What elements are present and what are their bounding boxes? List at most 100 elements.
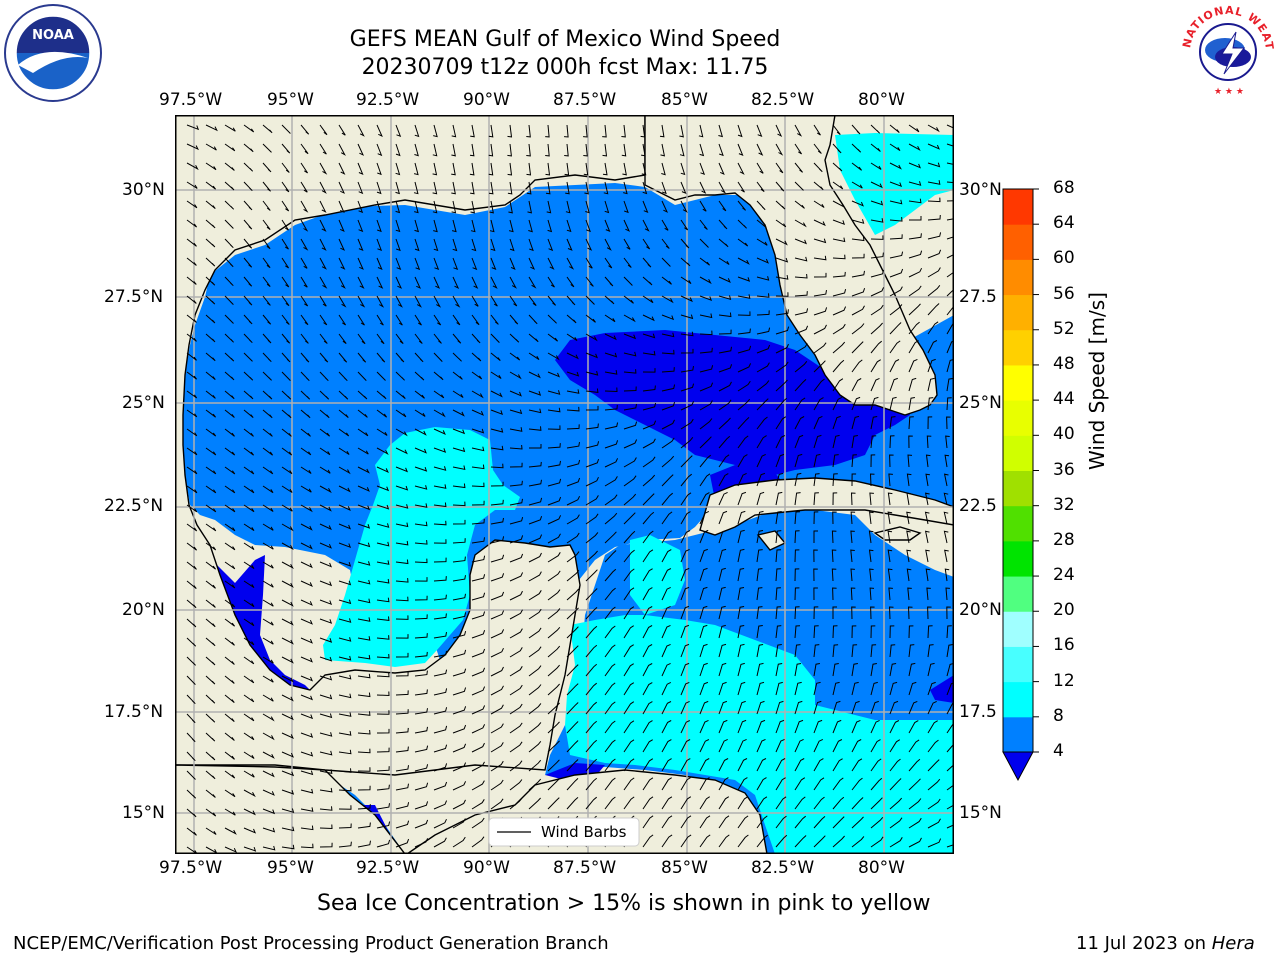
wind-barb [737,643,745,658]
wind-barb [528,371,541,379]
wind-barb [376,560,390,565]
wind-barb [547,478,562,487]
wind-barb [262,143,272,153]
lat-tick-right: 20°N [959,600,1002,620]
wind-barb [661,701,672,715]
wind-barb [813,777,825,791]
wind-barb [945,435,950,449]
wind-barb [186,656,196,666]
colorbar-tick-label: 44 [1053,389,1075,410]
lon-tick-top: 97.5°W [159,90,223,110]
wind-barb [737,681,746,696]
wind-barb [376,616,390,621]
wind-barb [699,473,711,487]
wind-barb [870,435,877,449]
wind-barb [659,124,665,138]
wind-barb [414,276,421,289]
wind-barb [889,322,902,335]
wind-barb [775,292,789,297]
wind-barb [794,325,809,335]
wind-barb [471,705,486,715]
wind-barb [794,124,803,137]
wind-barb [756,644,764,658]
wind-barb [319,618,333,624]
wind-barb [851,288,866,297]
wind-barb [566,424,580,430]
wind-barb [281,618,294,626]
cyan-zone-bay-of-campeche [323,427,520,667]
wind-barb [944,568,950,582]
wind-barb [851,236,865,242]
wind-barb [851,700,860,715]
wind-barb [737,454,748,468]
calm-zone-caribbean-east [930,675,954,703]
wind-barb [357,485,370,492]
wind-barb [395,709,409,715]
wind-barb [604,625,616,639]
wind-barb [224,162,235,171]
wind-barb [547,515,562,525]
wind-barb [205,770,216,780]
wind-barb [395,276,403,289]
wind-barb [718,219,728,230]
wind-barb [281,162,290,173]
wind-barb [679,124,684,138]
wind-barb [205,523,217,532]
wind-barb [944,454,950,468]
wind-barb [471,742,485,753]
wind-barb [547,443,561,449]
wind-barb [908,340,919,354]
wind-barb [832,454,839,468]
wind-barb [262,333,272,344]
wind-barb [623,369,637,374]
wind-barb [870,681,878,696]
wind-barb [927,321,939,335]
wind-barb [186,485,198,494]
wind-barb [925,473,930,487]
wind-barb [205,751,216,761]
wind-barb [490,536,505,544]
colorbar-tick-label: 16 [1053,635,1075,656]
wind-barb [832,758,843,772]
wind-barb [642,682,653,696]
legend-label: Wind Barbs [541,823,627,841]
wind-barb [813,568,818,582]
wind-barb [924,511,930,525]
wind-barb [718,529,727,544]
wind-barb [319,637,333,643]
wind-barb [869,492,874,506]
wind-barb [186,124,200,131]
wind-barb [832,341,846,354]
wind-barb [528,646,542,658]
wind-barb [813,473,820,487]
wind-barb [813,162,823,173]
wind-barb [490,591,505,601]
wind-barb [186,713,196,724]
wind-barb [300,694,314,701]
wind-barb [889,396,897,411]
wind-barb [528,314,538,325]
wind-barb [395,746,409,753]
wind-barb [395,314,403,326]
wind-barb [583,162,589,176]
wind-barb [186,466,198,475]
wind-barb [908,625,914,639]
wind-barb [319,713,333,719]
wind-barb [832,835,845,848]
wind-barb [262,219,271,230]
wind-barb [300,770,314,776]
wind-barb [889,217,903,222]
wind-barb [927,700,937,715]
wind-barb [756,200,766,211]
wind-barb [718,662,727,677]
wind-barb [813,530,818,543]
wind-barb [870,797,883,810]
wind-barb [851,625,857,639]
wind-barb [794,492,801,506]
wind-barb [528,608,542,620]
wind-barb [205,371,216,380]
wind-barb [737,435,749,449]
wind-barb [718,399,732,411]
wind-barb [699,567,708,582]
wind-barb [680,162,686,176]
